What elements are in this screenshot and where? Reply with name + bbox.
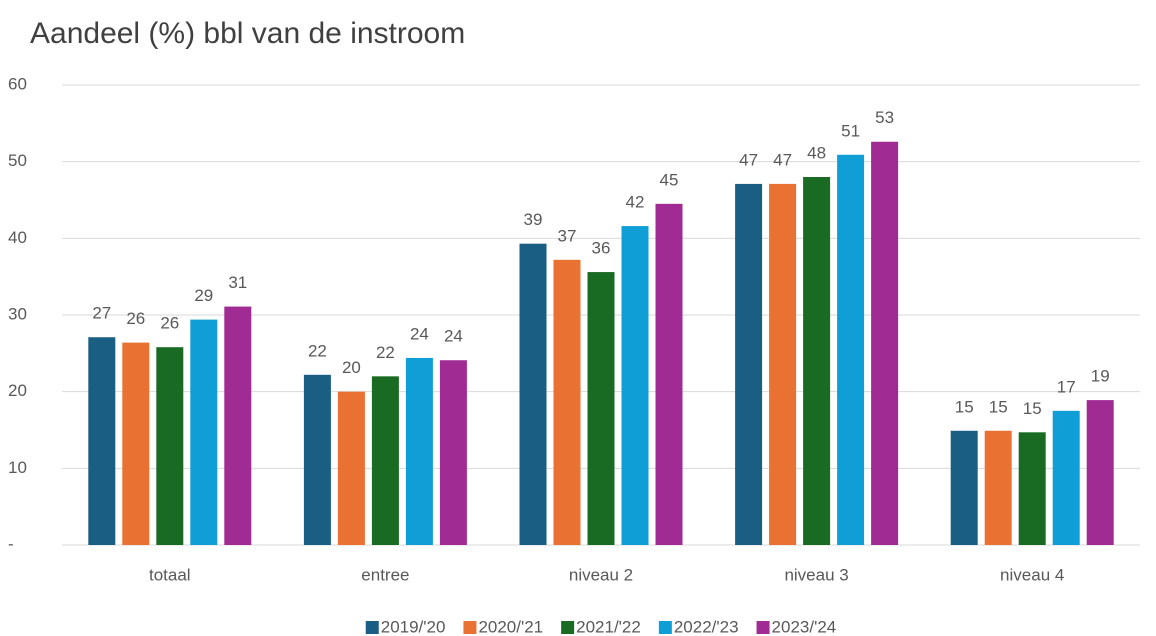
legend-label: 2020/'21 — [478, 617, 543, 636]
bar — [1052, 410, 1080, 545]
legend-label: 2023/'24 — [772, 617, 837, 636]
bar — [950, 430, 978, 545]
bar — [371, 376, 399, 545]
bar — [519, 243, 547, 545]
bar — [122, 342, 150, 545]
data-label: 29 — [194, 286, 213, 305]
bar — [1018, 432, 1046, 545]
data-label: 42 — [626, 193, 645, 212]
data-label: 19 — [1091, 367, 1110, 386]
data-label: 48 — [807, 143, 826, 162]
data-label: 51 — [841, 121, 860, 140]
bar — [621, 226, 649, 546]
data-label: 31 — [228, 273, 247, 292]
legend-swatch — [658, 621, 672, 634]
data-label: 53 — [875, 108, 894, 127]
data-label: 22 — [376, 343, 395, 362]
bar — [553, 259, 581, 545]
y-tick-label: 40 — [8, 228, 27, 247]
data-label: 39 — [524, 210, 543, 229]
bar — [337, 391, 365, 545]
legend-swatch — [756, 621, 770, 634]
legend-swatch — [365, 621, 379, 634]
data-label: 17 — [1057, 377, 1076, 396]
bar — [769, 183, 797, 545]
data-label: 47 — [739, 150, 758, 169]
bar — [735, 183, 763, 545]
legend-swatch — [463, 621, 477, 634]
y-tick-label: 20 — [8, 381, 27, 400]
x-tick-label: niveau 3 — [784, 565, 848, 584]
legend-swatch — [561, 621, 575, 634]
data-label: 20 — [342, 358, 361, 377]
bar — [303, 374, 331, 545]
x-tick-label: entree — [361, 565, 409, 584]
bar — [871, 141, 899, 545]
y-tick-label: - — [8, 534, 14, 553]
bar — [190, 319, 218, 545]
data-label: 36 — [592, 239, 611, 258]
y-tick-label: 30 — [8, 304, 27, 323]
bar — [803, 177, 831, 545]
data-label: 27 — [92, 304, 111, 323]
data-label: 24 — [444, 327, 463, 346]
legend-label: 2021/'22 — [576, 617, 641, 636]
data-label: 47 — [773, 150, 792, 169]
y-tick-label: 60 — [8, 74, 27, 93]
legend-label: 2022/'23 — [674, 617, 739, 636]
bar — [1086, 400, 1114, 545]
bar — [405, 357, 433, 545]
y-tick-label: 50 — [8, 151, 27, 170]
y-tick-label: 10 — [8, 458, 27, 477]
bar — [156, 347, 184, 545]
x-tick-label: totaal — [149, 565, 191, 584]
bar — [984, 430, 1012, 545]
legend-label: 2019/'20 — [381, 617, 446, 636]
data-label: 24 — [410, 324, 429, 343]
bar — [587, 272, 615, 545]
bar — [837, 154, 865, 545]
x-tick-label: niveau 2 — [569, 565, 633, 584]
data-label: 26 — [126, 309, 145, 328]
data-label: 22 — [308, 341, 327, 360]
chart-title: Aandeel (%) bbl van de instroom — [30, 17, 465, 50]
data-label: 15 — [955, 397, 974, 416]
data-label: 15 — [989, 397, 1008, 416]
bar — [655, 203, 683, 546]
data-label: 45 — [660, 170, 679, 189]
data-label: 15 — [1023, 399, 1042, 418]
bar — [439, 360, 467, 545]
bar — [224, 306, 252, 545]
data-label: 37 — [558, 226, 577, 245]
x-tick-label: niveau 4 — [1000, 565, 1064, 584]
data-label: 26 — [160, 314, 179, 333]
bar — [88, 337, 116, 545]
